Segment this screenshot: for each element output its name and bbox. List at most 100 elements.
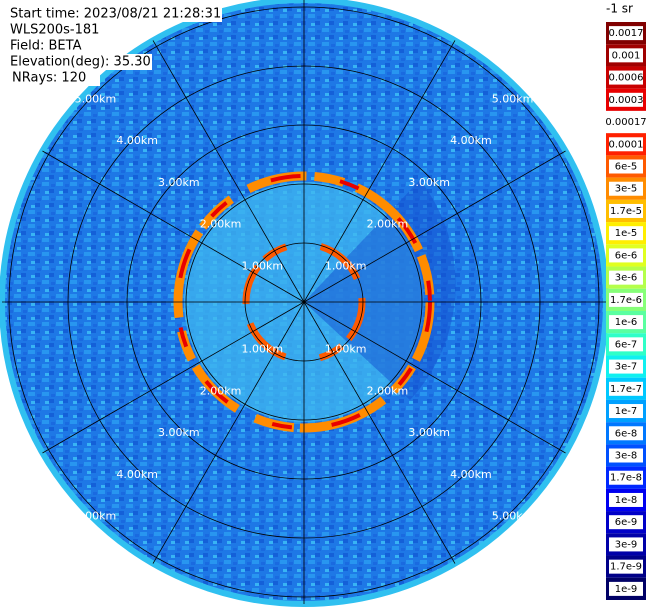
radial-line: [152, 301, 305, 564]
range-label: 1.00km: [241, 343, 283, 356]
header-bg: [10, 54, 152, 70]
colorbar-label-bg: [609, 115, 643, 130]
range-ring: [67, 65, 541, 539]
colorbar-label: 1.7e-7: [610, 384, 642, 395]
radial-line: [152, 40, 305, 303]
radial-line: [303, 301, 456, 564]
range-label: 3.00km: [158, 426, 200, 439]
colorbar-label: 1.7e-6: [610, 295, 642, 306]
range-label: 4.00km: [116, 468, 158, 481]
colorbar-label-bg: [609, 470, 643, 485]
range-label: 1.00km: [325, 343, 367, 356]
colorbar-label-bg: [609, 315, 643, 330]
radial-line: [42, 150, 305, 303]
range-ring: [126, 124, 482, 480]
colorbar-label-bg: [609, 359, 643, 374]
range-label: 4.00km: [450, 134, 492, 147]
radial-line: [303, 150, 566, 303]
range-label: 1.00km: [241, 259, 283, 272]
colorbar-label-bg: [609, 248, 643, 263]
colorbar-label: 6e-6: [615, 250, 638, 261]
colorbar-title: -1 sr: [606, 2, 633, 16]
colorbar-label: 0.0003: [609, 95, 644, 106]
colorbar-label: 6e-5: [615, 162, 638, 173]
colorbar-label-bg: [609, 448, 643, 463]
header-bg: [10, 6, 222, 22]
colorbar-label: 0.00017: [605, 117, 646, 128]
colorbar-label: 1.7e-8: [610, 473, 642, 484]
range-label: 2.00km: [367, 218, 409, 231]
colorbar-label: 3e-6: [615, 273, 638, 284]
header-line: Field: BETA: [10, 39, 82, 54]
colorbar-label: 0.0001: [609, 139, 644, 150]
colorbar-label-bg: [609, 26, 643, 41]
range-label: 5.00km: [492, 510, 534, 523]
header-bg: [10, 70, 100, 86]
colorbar-label-bg: [609, 337, 643, 352]
range-label: 1.00km: [325, 259, 367, 272]
header-line: WLS200s-181: [10, 23, 99, 38]
colorbar-label-bg: [609, 581, 643, 596]
colorbar-label: 3e-8: [615, 451, 638, 462]
colorbar-label-bg: [609, 515, 643, 530]
colorbar-label-bg: [609, 381, 643, 396]
radial-line: [303, 40, 456, 303]
colorbar-label: 6e-7: [615, 339, 638, 350]
range-ring: [8, 6, 600, 598]
range-label: 2.00km: [200, 218, 242, 231]
colorbar-label: 0.0006: [609, 73, 644, 84]
range-label: 4.00km: [450, 468, 492, 481]
range-label: 2.00km: [367, 384, 409, 397]
range-ring: [244, 242, 364, 362]
colorbar-label-bg: [609, 426, 643, 441]
range-labels: 1.00km 1.00km 1.00km 1.00km 2.00km 2.00km 2.00…: [75, 92, 534, 522]
range-label: 3.00km: [408, 426, 450, 439]
colorbar-label-bg: [609, 292, 643, 307]
range-ring: [185, 183, 423, 421]
range-label: 2.00km: [200, 384, 242, 397]
range-label: 3.00km: [158, 176, 200, 189]
range-label: 3.00km: [408, 176, 450, 189]
header-bg: [10, 22, 100, 38]
colorbar-label: 1e-5: [615, 228, 638, 239]
range-label: 5.00km: [492, 92, 534, 105]
colorbar-label-bg: [609, 48, 643, 63]
colorbar-label-bg: [609, 537, 643, 552]
header-line: Elevation(deg): 35.30: [10, 55, 151, 70]
colorbar-label-bg: [609, 270, 643, 285]
colorbar-label-bg: [609, 70, 643, 85]
colorbar-label: 1.7e-9: [610, 562, 642, 573]
colorbar-label: 3e-5: [615, 184, 638, 195]
colorbar-label: 1e-9: [615, 584, 638, 595]
colorbar-label: 6e-8: [615, 428, 638, 439]
colorbar-label-bg: [609, 226, 643, 241]
polar-grid: [2, 0, 606, 604]
header-bg: [10, 38, 100, 54]
radial-line: [303, 301, 566, 454]
colorbar-label-bg: [609, 92, 643, 107]
colorbar-label-bg: [609, 159, 643, 174]
colorbar-label: 0.0017: [609, 28, 644, 39]
colorbar-label-bg: [609, 404, 643, 419]
header: Start time: 2023/08/21 21:28:31WLS200s-1…: [10, 6, 222, 86]
range-label: 5.00km: [75, 92, 117, 105]
colorbar-label: 3e-9: [615, 539, 638, 550]
range-label: 5.00km: [75, 510, 117, 523]
colorbar-label: 3e-7: [615, 362, 638, 373]
colorbar-label: 1e-8: [615, 495, 638, 506]
colorbar-label-bg: [609, 203, 643, 218]
colorbar-label-bg: [609, 559, 643, 574]
range-label: 4.00km: [116, 134, 158, 147]
colorbar-label: 1e-7: [615, 406, 638, 417]
colorbar-label-bg: [609, 492, 643, 507]
header-line: NRays: 120: [12, 71, 86, 86]
colorbar-label: 0.001: [612, 50, 641, 61]
colorbar-label: 1.7e-5: [610, 206, 642, 217]
colorbar: -1 sr 0.0017 0.001 0.0006 0.0003 0.00017 0.000…: [605, 2, 647, 600]
header-line: Start time: 2023/08/21 21:28:31: [10, 7, 221, 22]
colorbar-label: 1e-6: [615, 317, 638, 328]
colorbar-label-bg: [609, 137, 643, 152]
colorbar-label-bg: [609, 181, 643, 196]
colorbar-label: 6e-9: [615, 517, 638, 528]
